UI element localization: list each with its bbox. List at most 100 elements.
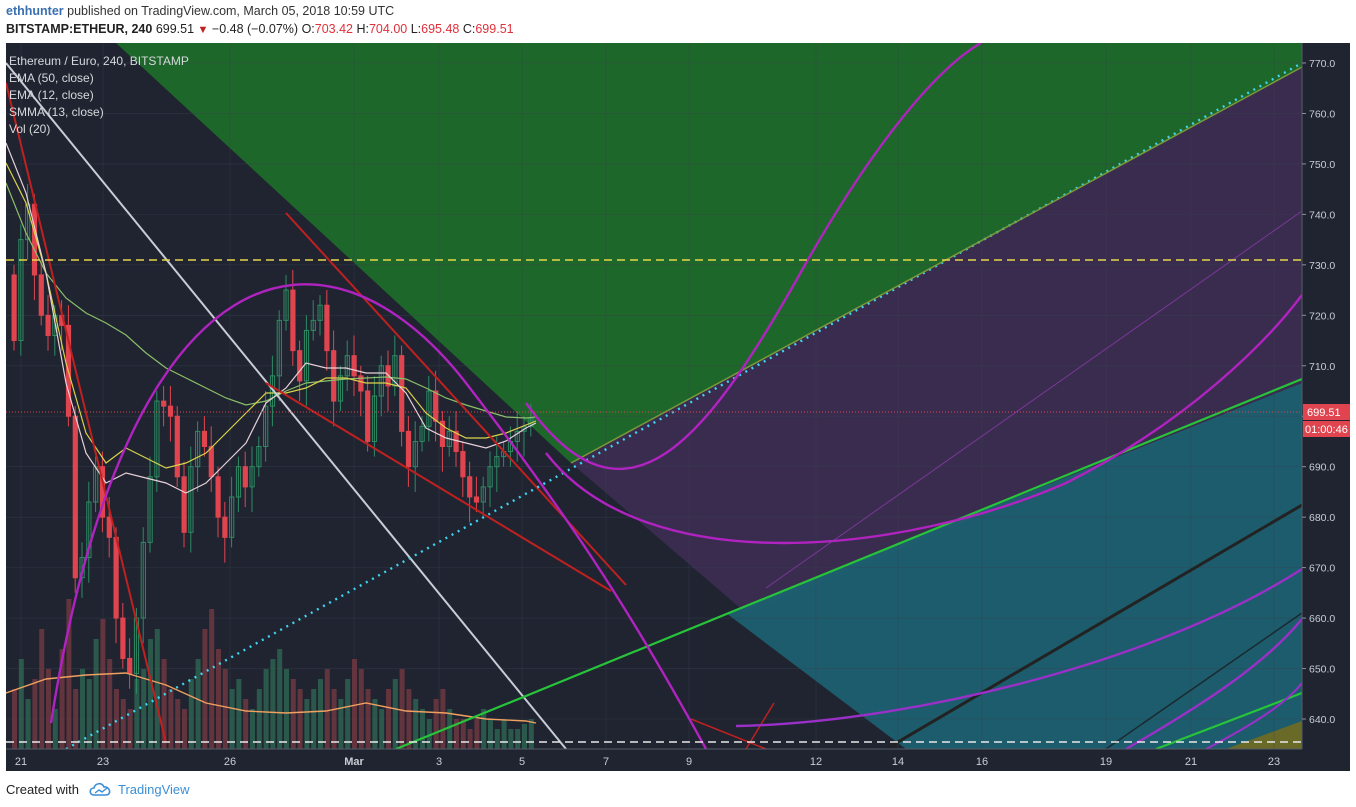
volume-bar: [372, 699, 378, 749]
candle-body: [215, 476, 221, 518]
volume-bar: [243, 699, 249, 749]
volume-bar: [168, 689, 174, 749]
price-tick-label: 650.0: [1309, 664, 1335, 676]
volume-bar: [440, 689, 446, 749]
candle-body: [18, 239, 24, 342]
time-tick-label: 14: [892, 756, 904, 768]
candle-body: [419, 425, 425, 442]
volume-bar: [188, 679, 194, 749]
candle-body: [365, 390, 371, 442]
volume-bar: [256, 689, 262, 749]
volume-bar: [263, 669, 269, 749]
candle-body: [195, 430, 201, 468]
volume-bar: [100, 619, 106, 749]
volume-bar: [161, 659, 167, 749]
volume-bar: [474, 719, 480, 749]
red-trendline-1: [6, 82, 167, 744]
candle-body: [120, 617, 126, 659]
volume-bar: [365, 689, 371, 749]
volume-bar: [413, 699, 419, 749]
candle-body: [412, 440, 418, 468]
candle-body: [25, 203, 31, 241]
candle-body: [167, 405, 174, 417]
volume-bar: [494, 729, 500, 749]
time-tick-label: 9: [686, 756, 692, 768]
volume-bar: [141, 669, 147, 749]
price-tick-label: 670.0: [1309, 563, 1335, 575]
candle-body: [222, 516, 228, 538]
candle-body: [337, 375, 344, 402]
chart-legend: Ethereum / Euro, 240, BITSTAMP EMA (50, …: [9, 53, 189, 138]
price-tick-label: 710.0: [1309, 361, 1335, 373]
tradingview-cloud-icon[interactable]: [88, 781, 114, 797]
time-tick-label: 12: [810, 756, 822, 768]
red-trendline-3: [265, 382, 612, 592]
legend-volume[interactable]: Vol (20): [9, 122, 51, 136]
volume-bar: [460, 719, 466, 749]
candle-body: [147, 476, 153, 543]
volume-bar: [154, 629, 160, 749]
countdown-tag-text: 01:00:46: [1305, 424, 1348, 436]
candle-body: [371, 395, 378, 442]
volume-bar: [86, 679, 92, 749]
volume-bar: [52, 709, 58, 749]
volume-bar: [515, 729, 521, 749]
candle-body: [378, 365, 384, 397]
price-chart-svg[interactable]: 640.0650.0660.0670.0680.0690.0700.0710.0…: [6, 43, 1350, 771]
tradingview-link[interactable]: TradingView: [118, 782, 190, 797]
time-tick-label: 21: [15, 756, 27, 768]
volume-bar: [338, 699, 344, 749]
time-tick-label: 5: [519, 756, 525, 768]
dark-channel-line: [885, 503, 1303, 751]
chart-area[interactable]: 640.0650.0660.0670.0680.0690.0700.0710.0…: [6, 43, 1350, 771]
candle-body: [303, 329, 310, 382]
volume-bar: [433, 699, 439, 749]
candle-body: [256, 446, 262, 468]
chart-header: ethhunter published on TradingView.com, …: [0, 0, 1356, 42]
green-upper-line: [570, 66, 1303, 464]
volume-bar: [59, 649, 65, 749]
legend-smma-13[interactable]: SMMA (13, close): [9, 105, 104, 119]
volume-bar: [406, 689, 412, 749]
volume-bar: [331, 689, 337, 749]
volume-bar: [304, 699, 310, 749]
low-value: 695.48: [421, 22, 460, 36]
candle-body: [201, 430, 208, 448]
price-tick-label: 680.0: [1309, 512, 1335, 524]
time-tick-label: 26: [224, 756, 236, 768]
white-trendline: [6, 62, 567, 750]
candle-body: [399, 355, 405, 432]
volume-bar: [311, 689, 317, 749]
time-axis[interactable]: [6, 749, 1350, 771]
legend-title[interactable]: Ethereum / Euro, 240, BITSTAMP: [9, 54, 189, 68]
low-label: L:: [410, 22, 422, 36]
legend-ema-12[interactable]: EMA (12, close): [9, 88, 94, 102]
candle-body: [439, 420, 446, 448]
volume-bar: [290, 679, 296, 749]
volume-bar: [39, 629, 45, 749]
volume-bar: [352, 659, 357, 749]
open-value: 703.42: [314, 22, 353, 36]
green-channel-line: [395, 377, 1303, 751]
volume-bar: [454, 719, 459, 749]
purple-arc-2: [525, 43, 982, 470]
author-link[interactable]: ethhunter: [6, 4, 64, 18]
volume-bar: [358, 669, 364, 749]
purple-arc-4: [735, 567, 1303, 728]
time-tick-label: 23: [1268, 756, 1280, 768]
price-tick-label: 770.0: [1309, 58, 1335, 70]
close-value: 699.51: [475, 22, 514, 36]
green-channel-line-2: [1155, 691, 1303, 751]
volume-bar: [216, 649, 221, 749]
candle-body: [188, 466, 194, 533]
candle-body: [514, 430, 520, 442]
volume-bar: [379, 709, 385, 749]
time-tick-label: Mar: [344, 756, 364, 768]
purple-ray: [765, 210, 1303, 589]
candle-body: [174, 415, 180, 478]
legend-ema-50[interactable]: EMA (50, close): [9, 71, 94, 85]
time-tick-label: 3: [436, 756, 442, 768]
candle-body: [140, 541, 146, 619]
volume-bar: [46, 669, 51, 749]
teal-zone: [726, 383, 1302, 749]
